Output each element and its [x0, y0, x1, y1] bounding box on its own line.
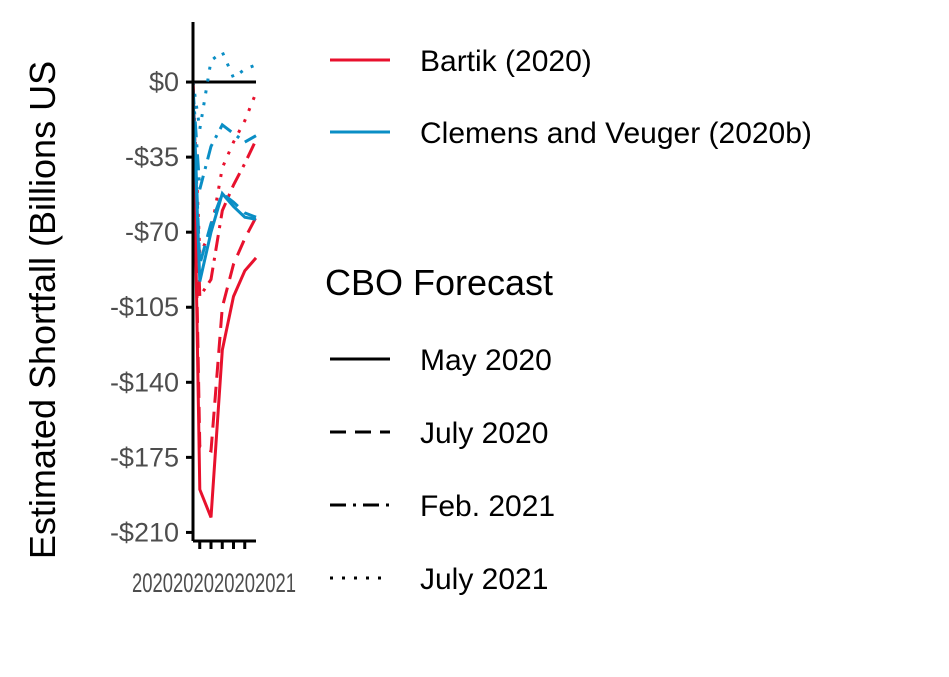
x-ticks: 2020202020202021 — [132, 541, 296, 598]
y-ticks: $0 -$35 -$70 -$105 -$140 -$175 -$210 — [110, 67, 193, 547]
y-tick-label: -$140 — [110, 367, 179, 397]
legend-label-forecast: Feb. 2021 — [420, 490, 555, 523]
legend-label-forecast: July 2021 — [420, 563, 548, 596]
series-line — [191, 88, 257, 190]
legend-title: CBO Forecast — [325, 262, 553, 303]
legend: Bartik (2020) Clemens and Veuger (2020b) C… — [325, 45, 812, 596]
y-tick-label: -$70 — [125, 217, 179, 247]
legend-label-source: Clemens and Veuger (2020b) — [420, 117, 812, 150]
series-line — [191, 92, 257, 282]
x-tick-labels: 2020202020202021 — [132, 568, 296, 598]
legend-label-forecast: July 2020 — [420, 417, 548, 450]
series-line — [191, 81, 258, 260]
y-tick-label: $0 — [149, 67, 179, 97]
legend-label-forecast: May 2020 — [420, 344, 552, 377]
series-lines — [191, 49, 258, 518]
axes — [191, 22, 256, 543]
series-line — [191, 81, 258, 302]
y-axis-title: Estimated Shortfall (Billions US — [22, 61, 63, 559]
y-tick-label: -$210 — [110, 517, 179, 547]
series-line — [191, 81, 258, 518]
y-tick-label: -$35 — [125, 142, 179, 172]
series-line — [191, 81, 258, 454]
series-line — [191, 92, 257, 265]
legend-label-source: Bartik (2020) — [420, 45, 592, 78]
y-tick-label: -$105 — [110, 292, 179, 322]
y-tick-label: -$175 — [110, 442, 179, 472]
series-line — [191, 49, 257, 130]
